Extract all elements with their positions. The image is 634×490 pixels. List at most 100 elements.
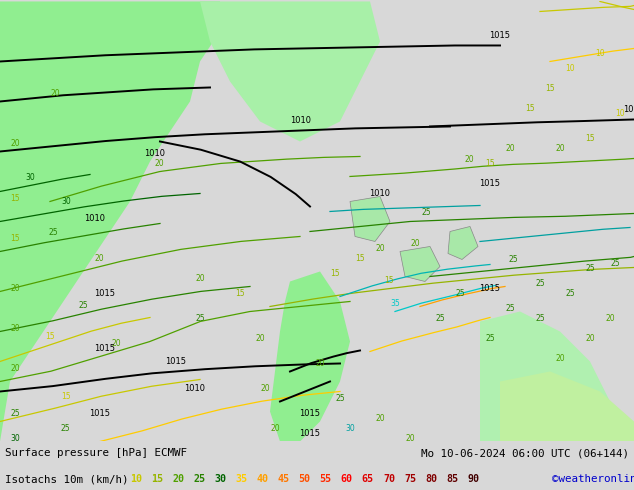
Text: 1015: 1015: [299, 410, 321, 418]
Text: 1015: 1015: [299, 430, 321, 439]
Text: 20: 20: [155, 159, 164, 168]
Text: 15: 15: [45, 332, 55, 341]
Text: 35: 35: [390, 299, 400, 309]
Text: 15: 15: [61, 392, 71, 401]
Text: 15: 15: [545, 84, 555, 94]
Text: 25: 25: [195, 315, 205, 323]
Polygon shape: [270, 271, 350, 441]
Text: 15: 15: [385, 275, 394, 285]
Text: 20: 20: [260, 385, 270, 393]
Text: 25: 25: [585, 265, 595, 273]
Text: Mo 10-06-2024 06:00 UTC (06+144): Mo 10-06-2024 06:00 UTC (06+144): [421, 448, 629, 458]
Text: 25: 25: [60, 424, 70, 434]
Text: 20: 20: [410, 240, 420, 248]
Text: 25: 25: [48, 228, 58, 237]
Polygon shape: [0, 1, 220, 441]
Text: 1010: 1010: [184, 385, 205, 393]
Text: 15: 15: [152, 474, 164, 484]
Text: 45: 45: [278, 474, 290, 484]
Polygon shape: [480, 312, 634, 441]
Text: 55: 55: [320, 474, 332, 484]
Text: 1015: 1015: [479, 285, 500, 294]
Text: 50: 50: [299, 474, 311, 484]
Text: 20: 20: [270, 424, 280, 434]
Polygon shape: [448, 226, 478, 260]
Text: 15: 15: [10, 235, 20, 244]
Text: 30: 30: [214, 474, 226, 484]
Polygon shape: [500, 371, 634, 441]
Text: 15: 15: [10, 195, 20, 203]
Text: 1015: 1015: [94, 344, 115, 353]
Text: 20: 20: [256, 335, 265, 343]
Text: 20: 20: [195, 274, 205, 284]
Text: 25: 25: [421, 208, 431, 217]
Text: 60: 60: [341, 474, 353, 484]
Text: 20: 20: [94, 254, 105, 263]
Text: 30: 30: [345, 424, 355, 434]
Text: 1015: 1015: [479, 179, 500, 189]
Text: 40: 40: [257, 474, 269, 484]
Text: 25: 25: [535, 315, 545, 323]
Text: 10: 10: [131, 474, 142, 484]
Polygon shape: [400, 246, 440, 281]
Text: 20: 20: [10, 324, 20, 334]
Text: 20: 20: [375, 245, 385, 253]
Text: 10: 10: [595, 49, 605, 58]
Text: 20: 20: [112, 339, 121, 348]
Text: 15: 15: [235, 290, 245, 298]
Text: 25: 25: [565, 290, 575, 298]
Text: 20: 20: [505, 145, 515, 153]
Text: 25: 25: [193, 474, 205, 484]
Text: 35: 35: [236, 474, 247, 484]
Text: 85: 85: [446, 474, 458, 484]
Text: ©weatheronline.co.uk: ©weatheronline.co.uk: [552, 474, 634, 484]
Text: 20: 20: [405, 435, 415, 443]
Text: 20: 20: [375, 415, 385, 423]
Text: 1010: 1010: [290, 117, 311, 125]
Text: 20: 20: [10, 140, 20, 148]
Text: 25: 25: [505, 304, 515, 314]
Text: 25: 25: [335, 394, 345, 403]
Text: 20: 20: [50, 90, 60, 98]
Text: 75: 75: [404, 474, 416, 484]
Text: 15: 15: [330, 270, 340, 278]
Text: 25: 25: [610, 260, 620, 269]
Text: Isotachs 10m (km/h): Isotachs 10m (km/h): [5, 474, 129, 484]
Text: 15: 15: [585, 134, 595, 144]
Text: 10: 10: [615, 109, 625, 119]
Text: 25: 25: [78, 300, 87, 310]
Text: 30: 30: [10, 435, 20, 443]
Text: 30: 30: [61, 197, 71, 206]
Polygon shape: [350, 196, 390, 242]
Text: 25: 25: [435, 315, 445, 323]
Text: 1015: 1015: [165, 357, 186, 367]
Text: 20: 20: [555, 354, 565, 364]
Text: 15: 15: [485, 159, 495, 169]
Text: 25: 25: [535, 279, 545, 289]
Text: 10: 10: [565, 65, 575, 74]
Text: 30: 30: [25, 172, 35, 181]
Text: 1010: 1010: [145, 149, 165, 158]
Text: Surface pressure [hPa] ECMWF: Surface pressure [hPa] ECMWF: [5, 448, 187, 458]
Polygon shape: [200, 1, 380, 142]
Text: 70: 70: [383, 474, 395, 484]
Text: 20: 20: [555, 145, 565, 153]
Text: 1015: 1015: [489, 31, 510, 41]
Text: 90: 90: [467, 474, 479, 484]
Text: 25: 25: [455, 290, 465, 298]
Text: 1015: 1015: [89, 410, 110, 418]
Text: 1010: 1010: [84, 215, 105, 223]
Text: 15: 15: [355, 254, 365, 264]
Text: 20: 20: [10, 285, 20, 294]
Text: 20: 20: [172, 474, 184, 484]
Text: 65: 65: [362, 474, 374, 484]
Text: 25: 25: [508, 255, 518, 264]
Text: 25: 25: [10, 410, 20, 418]
Text: 20: 20: [465, 154, 474, 164]
Text: 25: 25: [485, 335, 495, 343]
Text: 20: 20: [585, 335, 595, 343]
Text: 20: 20: [605, 315, 615, 323]
Text: 1015: 1015: [94, 290, 115, 298]
Text: 1010: 1010: [370, 190, 391, 198]
Text: 1015: 1015: [623, 105, 634, 115]
